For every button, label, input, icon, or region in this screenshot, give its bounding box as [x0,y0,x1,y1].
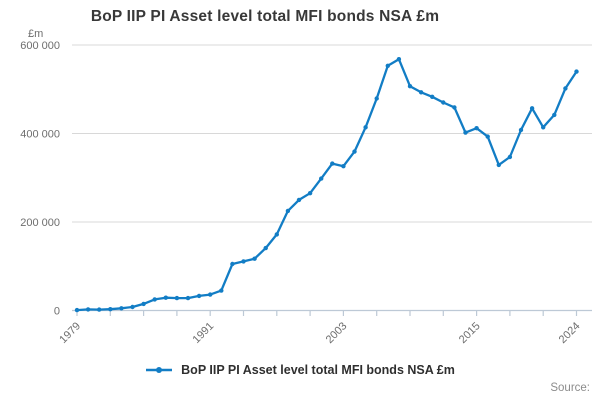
data-point-marker [219,288,224,293]
data-point-marker [518,127,524,133]
x-axis-tick-label: 1979 [57,320,83,346]
chart-title: BoP IIP PI Asset level total MFI bonds N… [90,8,440,25]
data-point-marker [374,96,379,101]
x-axis-tick-label: 2015 [457,320,483,346]
y-axis-unit-label: £m [28,28,44,40]
data-point-marker [452,105,457,110]
data-point-marker [496,162,501,168]
data-point-marker [152,297,157,302]
data-point-marker [363,125,368,130]
y-axis-tick-label: 400 000 [20,129,60,141]
data-point-marker [130,304,135,310]
data-point-marker [208,292,213,297]
data-point-marker [396,57,402,62]
y-axis-tick-label: 0 [54,306,60,318]
data-point-marker [241,259,246,264]
data-point-marker [430,94,435,100]
legend-line-marker-icon [146,367,173,373]
y-axis-tick-label: 600 000 [20,40,60,52]
data-point-marker [441,100,446,105]
data-point-marker [507,154,513,160]
data-point-marker [108,307,113,312]
data-point-marker [85,307,91,312]
data-point-marker [541,125,546,130]
legend-label: BoP IIP PI Asset level total MFI bonds N… [181,363,455,377]
data-point-marker [174,295,180,301]
series-line [75,58,578,312]
data-point-marker [485,134,490,139]
data-point-marker [74,307,80,313]
data-point-marker [185,295,191,301]
data-point-marker [330,161,335,166]
x-axis-tick-label: 2024 [557,320,583,346]
x-axis-tick-label: 1991 [191,320,217,346]
data-point-marker [341,164,346,169]
legend-item[interactable]: BoP IIP PI Asset level total MFI bonds N… [0,363,600,377]
y-axis-tick-label: 200 000 [20,217,60,229]
data-point-marker [418,90,424,95]
data-point-marker [352,149,357,154]
data-point-marker [263,245,268,251]
data-point-marker [385,63,390,68]
data-point-marker [285,208,291,214]
data-point-marker [252,256,257,261]
data-point-marker [196,293,202,299]
source-label: Source: [550,382,590,394]
data-point-marker [407,84,413,89]
data-point-marker [574,69,579,74]
data-point-marker [163,295,168,300]
data-point-marker [319,176,324,181]
x-axis-tick-label: 2003 [324,320,350,346]
data-point-marker [463,130,468,135]
data-point-marker [529,106,535,111]
data-point-marker [97,307,102,312]
data-point-marker [474,126,479,131]
data-point-marker [230,261,235,267]
data-point-marker [296,197,302,203]
data-point-marker [307,191,313,196]
data-point-marker [119,306,124,311]
data-point-marker [563,86,568,91]
data-point-marker [552,112,557,118]
data-point-marker [274,232,279,237]
data-point-marker [141,301,146,307]
